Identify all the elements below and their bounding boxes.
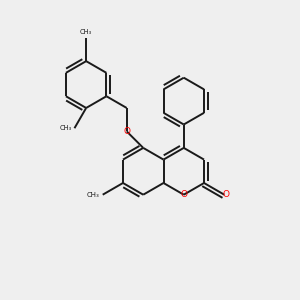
Text: CH₃: CH₃: [87, 192, 100, 198]
Text: CH₃: CH₃: [80, 29, 92, 35]
Text: O: O: [180, 190, 187, 199]
Text: O: O: [223, 190, 230, 199]
Text: CH₃: CH₃: [60, 125, 72, 131]
Text: O: O: [123, 127, 130, 136]
